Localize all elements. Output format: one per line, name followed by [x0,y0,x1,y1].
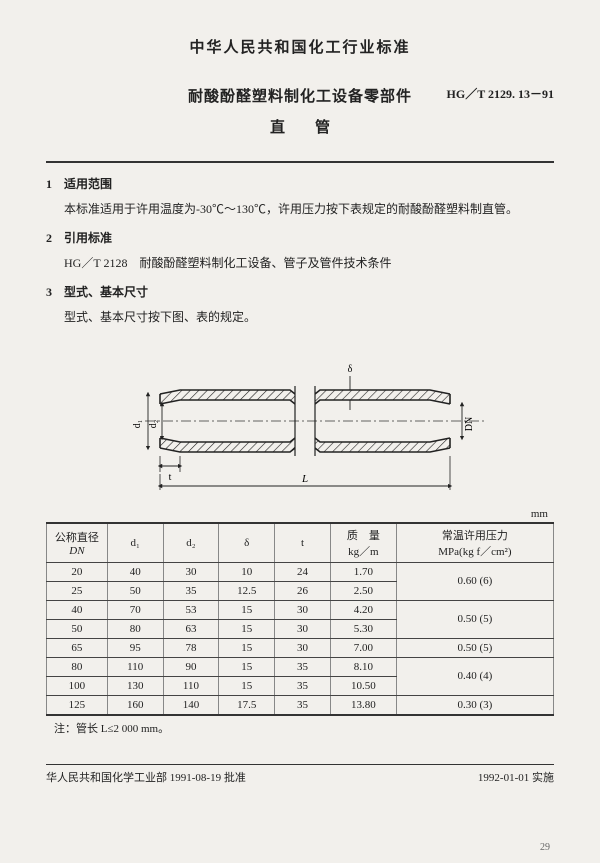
table-row: 65957815307.000.50 (5) [47,638,554,657]
cell-mass: 8.10 [330,657,396,676]
pipe-diagram: d₁ d₂ DN δ t L [46,346,554,496]
table-row: 40705315304.200.50 (5) [47,600,554,619]
title-code: HG／T 2129. 13－91 [447,85,554,102]
cell-mass: 13.80 [330,695,396,715]
cell-dn: 100 [47,676,108,695]
dim-d1-label: d₁ [132,419,143,428]
cell-d1: 160 [107,695,163,715]
th-dn-a: 公称直径 [51,529,103,545]
cell-mass: 4.20 [330,600,396,619]
cell-d2: 78 [163,638,219,657]
section-2-body: HG／T 2128 耐酸酚醛塑料制化工设备、管子及管件技术条件 [64,254,554,273]
cell-t: 30 [275,638,331,657]
footer-approval: 华人民共和国化学工业部 1991-08-19 批准 [46,769,246,785]
cell-dn: 50 [47,619,108,638]
th-press-b: MPa(kg f／cm²) [401,543,549,559]
cell-dn: 80 [47,657,108,676]
cell-pressure: 0.60 (6) [396,562,553,600]
title-row: 耐酸酚醛塑料制化工设备零部件 HG／T 2129. 13－91 [46,85,554,106]
page-standard-header: 中华人民共和国化工行业标准 [46,36,554,57]
cell-t: 35 [275,657,331,676]
section-3-body: 型式、基本尺寸按下图、表的规定。 [64,308,554,327]
cell-d1: 95 [107,638,163,657]
section-1-head: 1 适用范围 [46,175,554,192]
cell-t: 30 [275,600,331,619]
section-1-body: 本标准适用于许用温度为-30℃～130℃，许用压力按下表规定的耐酸酚醛塑料制直管… [64,200,554,219]
th-delta: δ [244,537,249,549]
dim-delta-label: δ [348,364,353,375]
cell-d2: 30 [163,562,219,581]
cell-d2: 53 [163,600,219,619]
cell-delta: 15 [219,600,275,619]
cell-mass: 7.00 [330,638,396,657]
page-number: 29 [540,842,550,853]
cell-t: 30 [275,619,331,638]
th-press-a: 常温许用压力 [401,527,549,543]
th-d1: d₁ [131,537,140,549]
cell-pressure: 0.50 (5) [396,638,553,657]
cell-delta: 10 [219,562,275,581]
cell-delta: 12.5 [219,581,275,600]
cell-dn: 125 [47,695,108,715]
dim-d2-label: d₂ [148,419,159,428]
cell-mass: 5.30 [330,619,396,638]
cell-dn: 65 [47,638,108,657]
dim-t-label: t [169,472,172,483]
section-2-head: 2 引用标准 [46,229,554,246]
table-footnote: 注：管长 L≤2 000 mm。 [54,720,554,736]
cell-delta: 17.5 [219,695,275,715]
cell-d1: 110 [107,657,163,676]
cell-d2: 110 [163,676,219,695]
cell-d1: 40 [107,562,163,581]
dim-l-label: L [301,473,308,485]
cell-mass: 1.70 [330,562,396,581]
cell-dn: 40 [47,600,108,619]
table-row: 12516014017.53513.800.30 (3) [47,695,554,715]
cell-mass: 10.50 [330,676,396,695]
cell-d1: 130 [107,676,163,695]
cell-d2: 140 [163,695,219,715]
cell-pressure: 0.50 (5) [396,600,553,638]
th-t: t [301,537,304,549]
th-dn-b: DN [51,545,103,557]
cell-d1: 80 [107,619,163,638]
th-mass-a: 质 量 [335,527,392,543]
footer-effective: 1992-01-01 实施 [478,769,554,785]
cell-t: 35 [275,676,331,695]
title-main: 耐酸酚醛塑料制化工设备零部件 [188,85,412,106]
cell-delta: 15 [219,657,275,676]
cell-d2: 63 [163,619,219,638]
cell-delta: 15 [219,619,275,638]
section-3-head: 3 型式、基本尺寸 [46,283,554,300]
title-sub: 直管 [46,116,554,137]
cell-delta: 15 [219,676,275,695]
cell-d2: 35 [163,581,219,600]
cell-pressure: 0.30 (3) [396,695,553,715]
table-unit: mm [46,508,554,520]
bottom-rule [46,764,554,765]
cell-dn: 25 [47,581,108,600]
cell-d1: 50 [107,581,163,600]
cell-delta: 15 [219,638,275,657]
table-row: 20403010241.700.60 (6) [47,562,554,581]
cell-t: 24 [275,562,331,581]
th-mass-b: kg／m [335,543,392,559]
table-row: 801109015358.100.40 (4) [47,657,554,676]
cell-d2: 90 [163,657,219,676]
horizontal-rule [46,161,554,163]
cell-t: 35 [275,695,331,715]
cell-mass: 2.50 [330,581,396,600]
dim-dn-label: DN [464,416,475,430]
cell-pressure: 0.40 (4) [396,657,553,695]
cell-d1: 70 [107,600,163,619]
th-d2: d₂ [186,537,195,549]
cell-t: 26 [275,581,331,600]
cell-dn: 20 [47,562,108,581]
dimensions-table: 公称直径 DN d₁ d₂ δ t 质 量 kg／m 常温许用压力 MPa(kg… [46,522,554,716]
